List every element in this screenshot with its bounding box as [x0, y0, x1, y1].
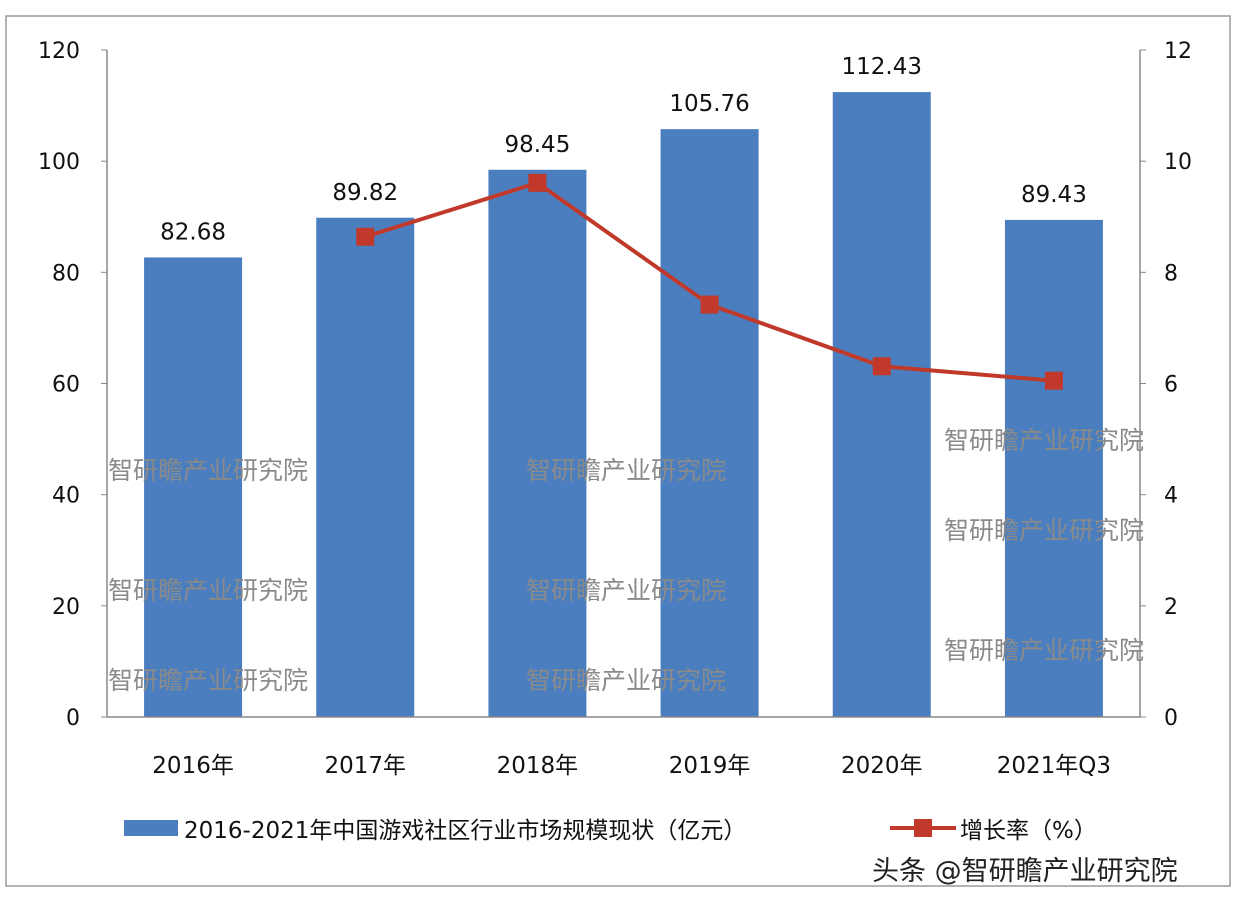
legend-bar-swatch — [124, 820, 178, 836]
right-tick-label: 12 — [1164, 39, 1192, 64]
left-tick-label: 100 — [38, 150, 80, 175]
left-tick-label: 60 — [52, 373, 80, 398]
x-tick-label: 2016年 — [152, 753, 234, 779]
watermark: 智研瞻产业研究院 — [108, 456, 308, 485]
right-tick-label: 10 — [1164, 150, 1192, 175]
growth-point — [356, 227, 375, 246]
bar-data-label: 112.43 — [842, 54, 922, 80]
left-tick-label: 20 — [52, 595, 80, 620]
watermark: 智研瞻产业研究院 — [108, 666, 308, 695]
left-tick-label: 40 — [52, 484, 80, 509]
growth-point — [872, 357, 891, 376]
legend-bar-label: 2016-2021年中国游戏社区行业市场规模现状（亿元） — [184, 818, 746, 844]
watermark: 智研瞻产业研究院 — [526, 666, 726, 695]
watermark: 智研瞻产业研究院 — [526, 576, 726, 605]
left-tick-label: 120 — [38, 39, 80, 64]
growth-point — [700, 295, 719, 314]
growth-point — [1044, 371, 1063, 390]
bar — [144, 257, 243, 717]
bar-data-label: 89.43 — [1021, 182, 1087, 208]
bar — [488, 169, 587, 717]
watermark: 智研瞻产业研究院 — [944, 516, 1144, 545]
bar-data-label: 98.45 — [504, 132, 570, 158]
watermark: 智研瞻产业研究院 — [944, 636, 1144, 665]
bar — [1004, 219, 1103, 717]
right-tick-label: 4 — [1164, 484, 1178, 509]
growth-point — [528, 173, 547, 192]
x-tick-label: 2019年 — [669, 753, 751, 779]
bar-data-label: 82.68 — [160, 219, 226, 245]
bar-data-label: 105.76 — [669, 91, 749, 117]
bar — [316, 217, 415, 718]
bar-data-label: 89.82 — [332, 180, 398, 206]
right-tick-label: 6 — [1164, 373, 1178, 398]
watermark: 智研瞻产业研究院 — [526, 456, 726, 485]
right-tick-label: 0 — [1164, 706, 1178, 731]
left-tick-label: 80 — [52, 261, 80, 286]
watermark: 智研瞻产业研究院 — [944, 426, 1144, 455]
bar — [660, 129, 759, 718]
right-tick-label: 8 — [1164, 261, 1178, 286]
legend-line-marker — [914, 819, 932, 837]
legend-line-label: 增长率（%） — [960, 818, 1097, 844]
x-tick-label: 2020年 — [841, 753, 923, 779]
x-tick-label: 2021年Q3 — [997, 753, 1111, 779]
source-credit: 头条 @智研瞻产业研究院 — [872, 856, 1178, 887]
x-tick-label: 2017年 — [324, 753, 406, 779]
right-tick-label: 2 — [1164, 595, 1178, 620]
watermark: 智研瞻产业研究院 — [108, 576, 308, 605]
bar — [832, 92, 931, 717]
x-tick-label: 2018年 — [497, 753, 579, 779]
left-tick-label: 0 — [66, 706, 80, 731]
